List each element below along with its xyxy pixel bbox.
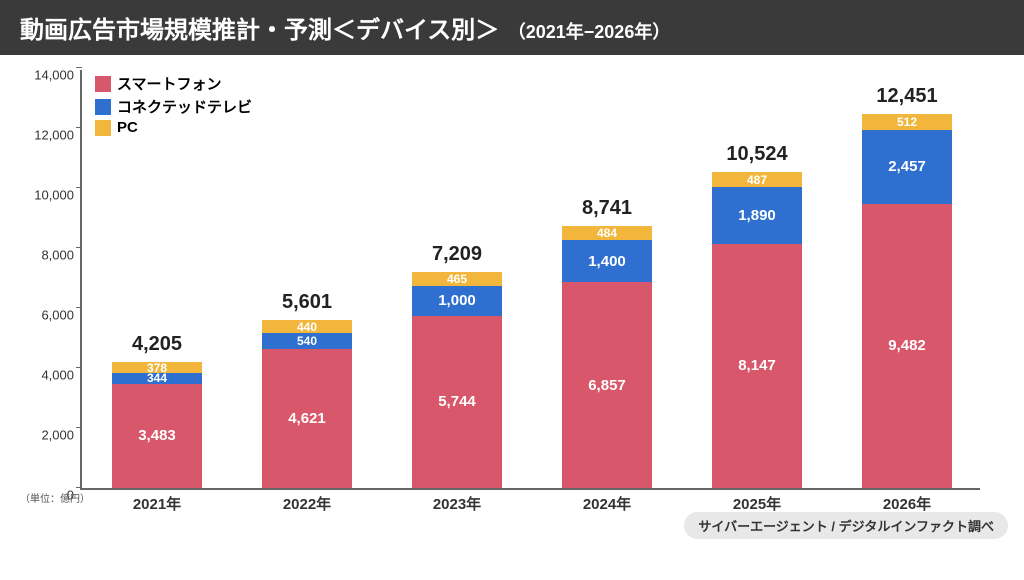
bar-total-label: 10,524 — [687, 143, 827, 166]
chart-title: 動画広告市場規模推計・予測＜デバイス別＞ — [20, 17, 499, 44]
bar-segment-ctv: 2,457 — [862, 130, 952, 204]
x-tick-label: 2023年 — [382, 493, 532, 514]
bar-segment-pc: 440 — [262, 320, 352, 333]
bar-segment-pc: 465 — [412, 272, 502, 286]
unit-label: （単位：億円） — [20, 490, 90, 505]
bar-segment-ctv: 1,000 — [412, 286, 502, 316]
bar-segment-smartphone: 8,147 — [712, 244, 802, 488]
x-tick-label: 2025年 — [682, 493, 832, 514]
chart-area: スマートフォン コネクテッドテレビ PC 3,4833443784,205202… — [0, 55, 1024, 545]
y-tick-mark — [76, 487, 82, 488]
x-tick-label: 2024年 — [532, 493, 682, 514]
bar-total-label: 8,741 — [537, 197, 677, 220]
bar-segment-pc: 378 — [112, 362, 202, 373]
x-tick-label: 2026年 — [832, 493, 982, 514]
bar-segment-pc: 512 — [862, 114, 952, 129]
x-tick-label: 2021年 — [82, 493, 232, 514]
bar-segment-smartphone: 3,483 — [112, 384, 202, 488]
y-tick-label: 8,000 — [22, 248, 74, 263]
y-tick-mark — [76, 367, 82, 368]
bar-segment-ctv: 1,890 — [712, 187, 802, 244]
chart-header: 動画広告市場規模推計・予測＜デバイス別＞ （2021年−2026年） — [0, 0, 1024, 55]
y-tick-label: 14,000 — [22, 68, 74, 83]
y-tick-label: 10,000 — [22, 188, 74, 203]
bar-segment-smartphone: 4,621 — [262, 349, 352, 488]
bar-segment-smartphone: 5,744 — [412, 316, 502, 488]
y-tick-label: 4,000 — [22, 368, 74, 383]
y-tick-mark — [76, 247, 82, 248]
bar-total-label: 7,209 — [387, 243, 527, 266]
y-tick-mark — [76, 67, 82, 68]
y-tick-mark — [76, 307, 82, 308]
bar-total-label: 12,451 — [837, 85, 977, 108]
bar-total-label: 4,205 — [87, 333, 227, 356]
chart-subtitle: （2021年−2026年） — [508, 22, 671, 42]
bar-segment-pc: 487 — [712, 172, 802, 187]
y-tick-label: 2,000 — [22, 428, 74, 443]
source-credit: サイバーエージェント / デジタルインファクト調べ — [684, 512, 1008, 539]
y-tick-label: 6,000 — [22, 308, 74, 323]
bar-segment-smartphone: 9,482 — [862, 204, 952, 488]
y-tick-mark — [76, 427, 82, 428]
y-tick-mark — [76, 127, 82, 128]
bar-segment-ctv: 1,400 — [562, 240, 652, 282]
bars-container: 3,4833443784,2052021年4,6215404405,601202… — [82, 70, 980, 488]
bar-segment-smartphone: 6,857 — [562, 282, 652, 488]
bar-segment-ctv: 540 — [262, 333, 352, 349]
plot-region: 3,4833443784,2052021年4,6215404405,601202… — [80, 70, 980, 490]
bar-segment-pc: 484 — [562, 226, 652, 241]
y-tick-mark — [76, 187, 82, 188]
bar-total-label: 5,601 — [237, 291, 377, 314]
bar-segment-ctv: 344 — [112, 373, 202, 383]
y-tick-label: 12,000 — [22, 128, 74, 143]
x-tick-label: 2022年 — [232, 493, 382, 514]
